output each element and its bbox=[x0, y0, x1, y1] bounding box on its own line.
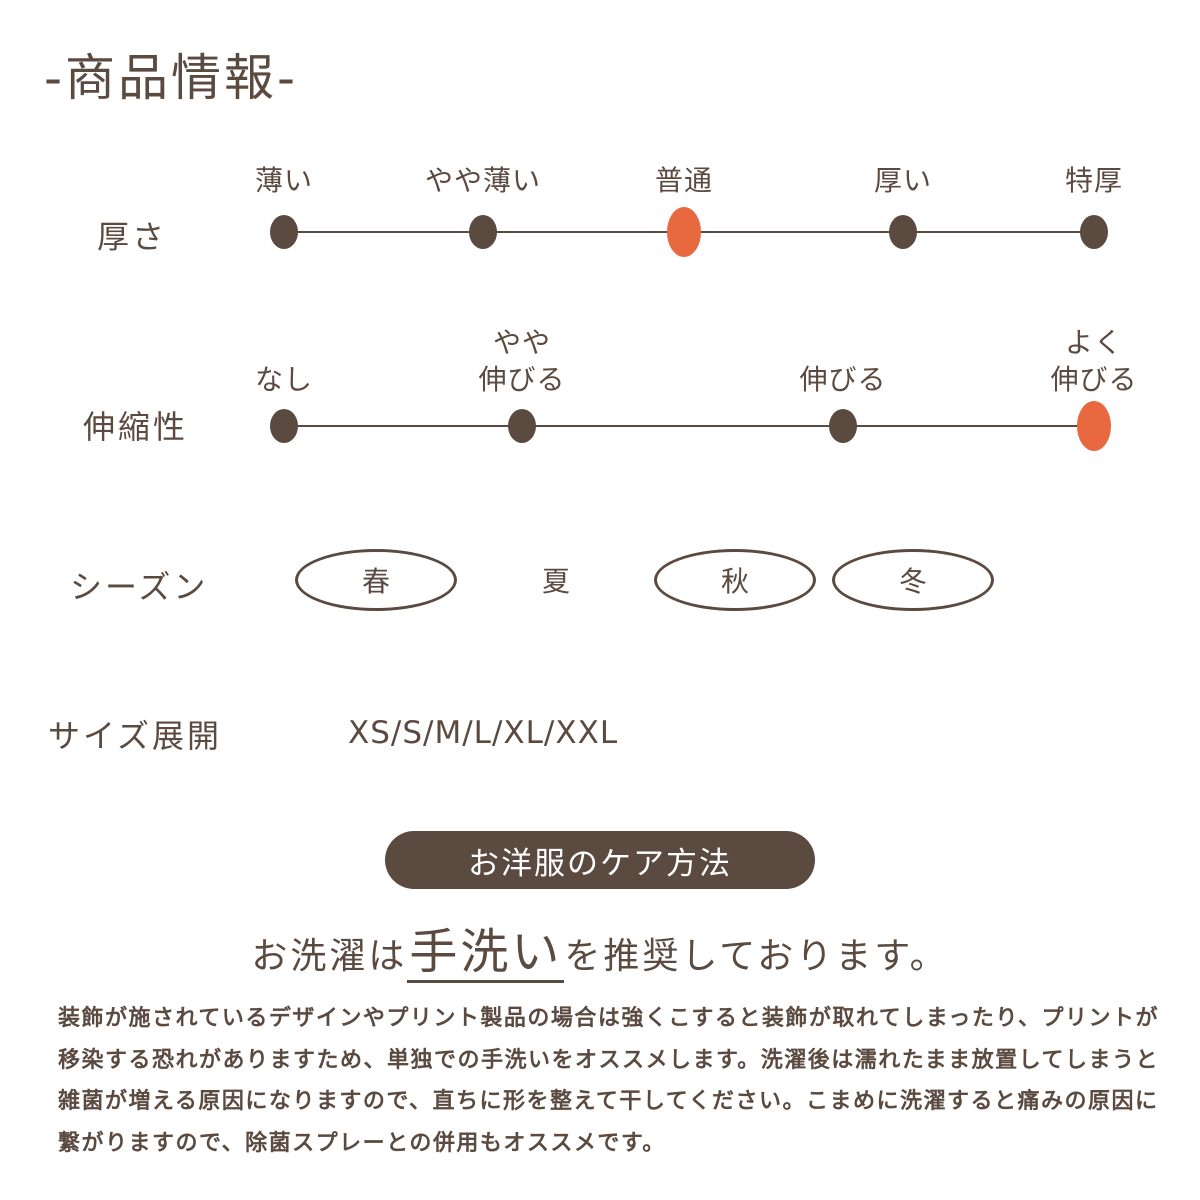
thickness-dot bbox=[1080, 215, 1108, 249]
care-paragraph: 装飾が施されているデザインやプリント製品の場合は強くこすると装飾が取れてしまった… bbox=[58, 1006, 1159, 1156]
size-value: XS/S/M/L/XL/XXL bbox=[348, 715, 619, 751]
stretch-dot bbox=[508, 409, 536, 443]
stretch-dot bbox=[1077, 401, 1111, 451]
care-headline: お洗濯は手洗いを推奨しております。 bbox=[0, 912, 1200, 983]
care-badge: お洋服のケア方法 bbox=[385, 831, 815, 889]
thickness-dot bbox=[889, 215, 917, 249]
stretch-option-label: 伸びる bbox=[799, 363, 887, 396]
thickness-option-label: 薄い bbox=[254, 164, 314, 197]
headline-post: を推奨しております。 bbox=[564, 936, 949, 977]
stretch-dot bbox=[829, 409, 857, 443]
thickness-label: 厚さ bbox=[97, 218, 168, 256]
season-label: シーズン bbox=[70, 568, 209, 606]
stretch-dot bbox=[270, 409, 298, 443]
stretch-option-label: やや 伸びる bbox=[478, 326, 566, 396]
size-label: サイズ展開 bbox=[48, 717, 223, 755]
thickness-dot bbox=[270, 215, 298, 249]
thickness-dot bbox=[667, 207, 701, 257]
headline-emphasis: 手洗い bbox=[407, 924, 565, 983]
stretch-option-label: よく 伸びる bbox=[1050, 326, 1138, 396]
stretch-scale-line bbox=[284, 425, 1094, 427]
season-2: 秋 bbox=[654, 549, 816, 611]
thickness-option-label: 特厚 bbox=[1064, 164, 1124, 197]
page-title: -商品情報- bbox=[44, 49, 299, 107]
thickness-option-label: 厚い bbox=[873, 164, 933, 197]
season-0: 春 bbox=[295, 549, 457, 611]
season-3: 冬 bbox=[832, 549, 994, 611]
headline-pre: お洗濯は bbox=[251, 936, 408, 977]
season-1: 夏 bbox=[541, 565, 570, 598]
stretch-option-label: なし bbox=[254, 363, 314, 396]
thickness-option-label: 普通 bbox=[654, 164, 714, 197]
thickness-dot bbox=[469, 215, 497, 249]
thickness-option-label: やや薄い bbox=[424, 164, 542, 197]
stretch-label: 伸縮性 bbox=[83, 408, 189, 446]
